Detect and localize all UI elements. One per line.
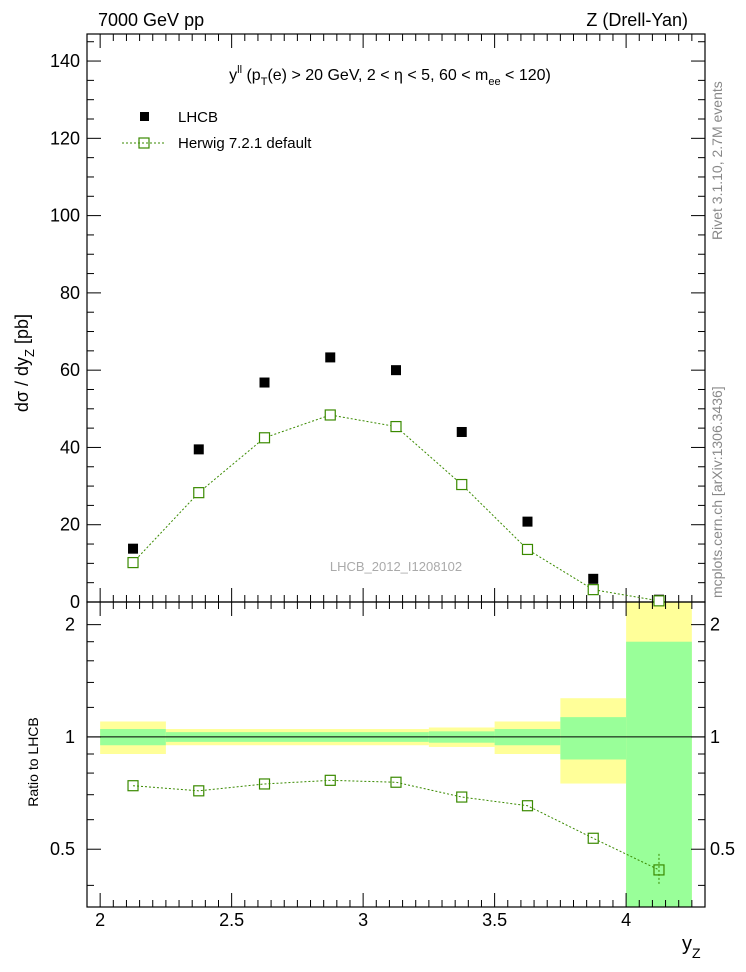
x-tick-label-3: 3.5 [482, 910, 507, 930]
rivet-side-label: Rivet 3.1.10, 2.7M events [709, 81, 725, 240]
main-y-tick-label-5: 100 [50, 206, 80, 226]
ratio-bands [100, 602, 692, 907]
ratio-point-3 [324, 774, 336, 786]
ratio-y-tick-label-left-1: 1 [65, 727, 75, 747]
ratio-point-6 [521, 800, 534, 812]
x-tick-label-2: 3 [358, 910, 368, 930]
main-y-tick-label-0: 0 [70, 592, 80, 612]
header-energy-label: 7000 GeV pp [98, 10, 204, 30]
ratio-point-4 [390, 776, 402, 788]
legend-label-herwig: Herwig 7.2.1 default [178, 135, 312, 152]
header-process-label: Z (Drell-Yan) [586, 10, 688, 30]
ratio-point-7 [587, 832, 599, 844]
main-y-axis-label: dσ / dyZ [pb] [12, 314, 37, 412]
axis-ticks [87, 34, 705, 907]
main-y-tick-label-1: 20 [60, 515, 80, 535]
ratio-y-axis-label: Ratio to LHCB [25, 717, 41, 806]
ratio-y-tick-label-right-1: 1 [710, 727, 720, 747]
main-y-tick-label-7: 140 [50, 51, 80, 71]
lhcb-point-2 [259, 377, 270, 388]
ratio-line [132, 779, 660, 871]
mcplots-side-label: mcplots.cern.ch [arXiv:1306.3436] [709, 386, 725, 598]
ratio-point-8 [653, 864, 665, 876]
analysis-watermark: LHCB_2012_I1208102 [330, 559, 462, 574]
lhcb-point-7 [588, 573, 599, 584]
ratio-point-0 [127, 780, 139, 792]
lhcb-point-3 [325, 352, 336, 363]
main-y-tick-label-4: 80 [60, 283, 80, 303]
ratio-y-tick-label-left-2: 2 [65, 615, 75, 635]
herwig-point-3 [324, 409, 336, 421]
ratio-y-tick-label-right-2: 2 [710, 615, 720, 635]
main-y-tick-label-6: 120 [50, 128, 80, 148]
main-y-tick-label-2: 40 [60, 437, 80, 457]
legend: LHCB Herwig 7.2.1 default [122, 109, 312, 152]
ratio-y-tick-label-left-0: 0.5 [50, 839, 75, 859]
ratio-point-2 [258, 778, 271, 790]
herwig-point-4 [390, 420, 402, 433]
x-axis-label: yZ [682, 933, 701, 961]
lhcb-point-1 [193, 444, 204, 455]
ratio-panel-frame [86, 601, 706, 908]
legend-marker-lhcb [140, 112, 149, 121]
herwig-point-5 [456, 478, 468, 491]
legend-label-lhcb: LHCB [178, 109, 218, 126]
lhcb-point-0 [128, 543, 139, 554]
lhcb-point-5 [456, 426, 467, 437]
legend-marker-herwig [138, 137, 150, 149]
x-tick-label-4: 4 [621, 910, 631, 930]
axes-frames [86, 33, 706, 908]
herwig-point-8 [653, 595, 665, 607]
herwig-point-6 [521, 543, 534, 556]
herwig-point-7 [587, 584, 599, 596]
ratio-point-1 [193, 785, 205, 797]
x-tick-label-0: 2 [95, 910, 105, 930]
ratio-band-inner-4 [560, 717, 627, 760]
herwig-point-0 [127, 556, 139, 569]
main-y-tick-label-3: 60 [60, 360, 80, 380]
lhcb-point-6 [522, 516, 533, 527]
herwig-point-2 [258, 432, 271, 444]
lhcb-point-4 [391, 365, 401, 376]
ratio-point-5 [456, 791, 468, 803]
herwig-point-1 [193, 487, 205, 499]
ratio-y-tick-label-right-0: 0.5 [710, 839, 735, 859]
data-series [127, 352, 665, 886]
x-tick-label-1: 2.5 [219, 910, 244, 930]
plot-title: yll (pT(e) > 20 GeV, 2 < η < 5, 60 < mee… [229, 64, 551, 88]
